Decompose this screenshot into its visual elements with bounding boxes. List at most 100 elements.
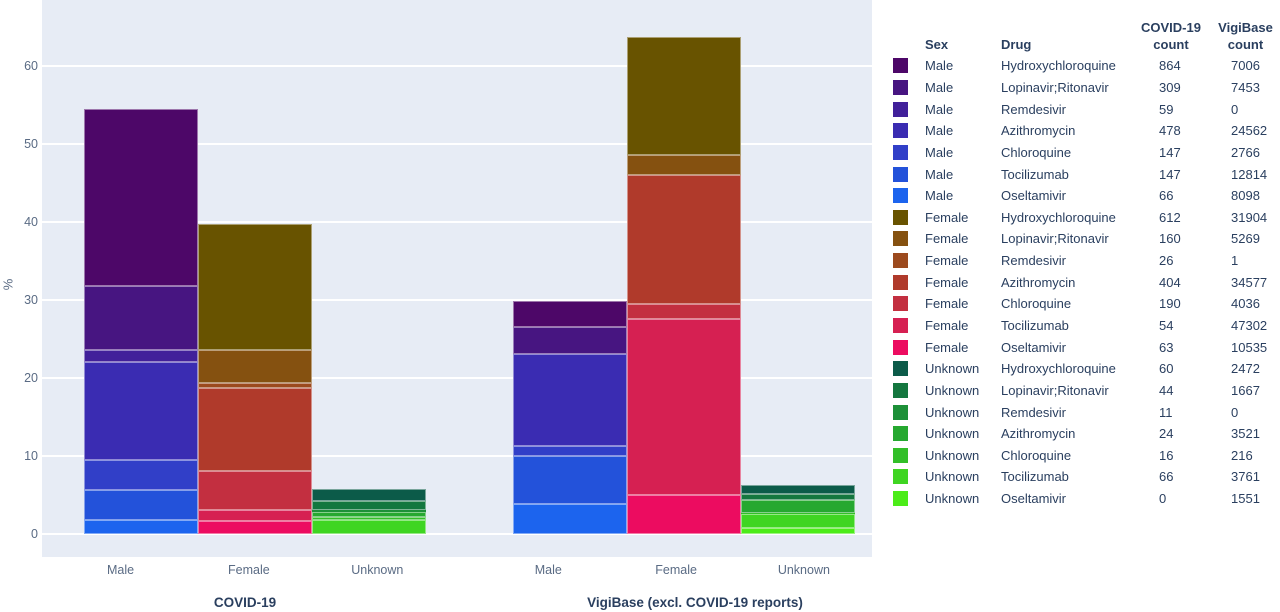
bar-segment-vigibase-unknown-lopinavir-ritonavir[interactable] bbox=[741, 494, 855, 501]
bar-segment-covid-male-chloroquine[interactable] bbox=[84, 460, 198, 491]
bar-segment-vigibase-unknown-tocilizumab[interactable] bbox=[741, 514, 855, 529]
legend-row[interactable]: Male Azithromycin 478 24562 bbox=[893, 120, 1280, 142]
legend-row[interactable]: Male Tocilizumab 147 12814 bbox=[893, 163, 1280, 185]
x-tick-label: Unknown bbox=[777, 563, 830, 577]
bar-segment-covid-male-oseltamivir[interactable] bbox=[84, 520, 198, 534]
legend-covid-count: 160 bbox=[1159, 231, 1181, 247]
legend-swatch-cell bbox=[893, 447, 925, 463]
legend-covid-count: 0 bbox=[1159, 491, 1167, 507]
bar-covid-female[interactable] bbox=[198, 224, 312, 534]
legend-row[interactable]: Female Remdesivir 26 1 bbox=[893, 250, 1280, 272]
legend-row[interactable]: Female Tocilizumab 54 47302 bbox=[893, 315, 1280, 337]
legend-row[interactable]: Female Chloroquine 190 4036 bbox=[893, 293, 1280, 315]
legend-swatch-cell bbox=[893, 123, 925, 139]
legend-header-covid-count: count bbox=[1153, 37, 1189, 52]
bar-segment-covid-female-lopinavir-ritonavir[interactable] bbox=[198, 349, 312, 383]
bar-segment-vigibase-male-lopinavir-ritonavir[interactable] bbox=[513, 326, 627, 355]
zero-line bbox=[42, 533, 872, 535]
bar-vigibase-unknown[interactable] bbox=[741, 484, 855, 534]
legend-row[interactable]: Male Remdesivir 59 0 bbox=[893, 98, 1280, 120]
bar-segment-covid-unknown-remdesivir[interactable] bbox=[312, 510, 426, 513]
bar-segment-vigibase-female-azithromycin[interactable] bbox=[627, 174, 741, 304]
legend-vigibase-count: 34577 bbox=[1231, 274, 1268, 290]
legend-swatch-cell bbox=[893, 491, 925, 507]
legend-vigibase-count: 7453 bbox=[1231, 79, 1260, 95]
legend-covid-count: 11 bbox=[1159, 404, 1173, 420]
legend-covid-count: 147 bbox=[1159, 144, 1181, 160]
bar-segment-covid-female-hydroxychloroquine[interactable] bbox=[198, 224, 312, 350]
bar-segment-vigibase-female-lopinavir-ritonavir[interactable] bbox=[627, 155, 741, 175]
legend-covid-count: 59 bbox=[1159, 101, 1174, 117]
bar-segment-covid-female-oseltamivir[interactable] bbox=[198, 521, 312, 534]
legend-drug-label: Tocilizumab bbox=[1001, 166, 1069, 182]
bar-vigibase-female[interactable] bbox=[627, 36, 741, 534]
bar-segment-covid-female-remdesivir[interactable] bbox=[198, 382, 312, 389]
legend-row[interactable]: Unknown Azithromycin 24 3521 bbox=[893, 423, 1280, 445]
bar-segment-covid-female-chloroquine[interactable] bbox=[198, 471, 312, 510]
bar-segment-vigibase-male-chloroquine[interactable] bbox=[513, 445, 627, 457]
legend-row[interactable]: Unknown Lopinavir;Ritonavir 44 1667 bbox=[893, 380, 1280, 402]
bar-segment-covid-male-tocilizumab[interactable] bbox=[84, 490, 198, 521]
legend-swatch-cell bbox=[893, 144, 925, 160]
legend-drug-label: Tocilizumab bbox=[1001, 318, 1069, 333]
legend-row[interactable]: Unknown Remdesivir 11 0 bbox=[893, 401, 1280, 423]
legend-sex-label: Unknown bbox=[925, 469, 980, 485]
legend-row[interactable]: Female Lopinavir;Ritonavir 160 5269 bbox=[893, 228, 1280, 250]
legend-swatch-cell bbox=[893, 382, 925, 398]
legend-header-sex: Sex bbox=[925, 37, 949, 52]
legend-drug-label: Hydroxychloroquine bbox=[1001, 361, 1116, 377]
legend-sex-label: Unknown bbox=[925, 447, 980, 463]
legend-swatch-cell bbox=[893, 404, 925, 420]
legend-sex-label: Male bbox=[925, 101, 954, 117]
bar-segment-vigibase-male-hydroxychloroquine[interactable] bbox=[513, 300, 627, 327]
bar-covid-male[interactable] bbox=[84, 109, 198, 534]
gridline bbox=[42, 455, 872, 457]
bar-segment-covid-male-remdesivir[interactable] bbox=[84, 349, 198, 362]
bar-segment-covid-unknown-azithromycin[interactable] bbox=[312, 512, 426, 518]
legend-swatch bbox=[893, 209, 908, 225]
legend-header-vigibase: VigiBase bbox=[1218, 20, 1273, 35]
bar-segment-covid-male-lopinavir-ritonavir[interactable] bbox=[84, 286, 198, 350]
bar-segment-vigibase-male-tocilizumab[interactable] bbox=[513, 456, 627, 504]
bar-segment-vigibase-female-chloroquine[interactable] bbox=[627, 303, 741, 319]
legend-drug-label: Chloroquine bbox=[1001, 447, 1072, 463]
legend-covid-count: 66 bbox=[1159, 188, 1174, 204]
legend-vigibase-count: 0 bbox=[1231, 101, 1239, 117]
legend-swatch-cell bbox=[893, 361, 925, 377]
bar-segment-vigibase-unknown-azithromycin[interactable] bbox=[741, 500, 855, 514]
bar-segment-covid-male-hydroxychloroquine[interactable] bbox=[84, 109, 198, 287]
legend-swatch bbox=[893, 491, 908, 507]
bar-segment-covid-female-azithromycin[interactable] bbox=[198, 388, 312, 471]
legend-covid-count: 309 bbox=[1159, 79, 1181, 95]
bar-covid-unknown[interactable] bbox=[312, 488, 426, 534]
bar-segment-vigibase-female-oseltamivir[interactable] bbox=[627, 494, 741, 534]
legend-row[interactable]: Female Oseltamivir 63 10535 bbox=[893, 336, 1280, 358]
bar-segment-vigibase-female-tocilizumab[interactable] bbox=[627, 318, 741, 495]
bar-segment-vigibase-unknown-oseltamivir[interactable] bbox=[741, 528, 855, 534]
bar-segment-covid-unknown-lopinavir-ritonavir[interactable] bbox=[312, 500, 426, 510]
legend-row[interactable]: Male Lopinavir;Ritonavir 309 7453 bbox=[893, 77, 1280, 99]
bar-segment-covid-unknown-tocilizumab[interactable] bbox=[312, 520, 426, 534]
bar-segment-covid-unknown-chloroquine[interactable] bbox=[312, 517, 426, 521]
legend-row[interactable]: Male Chloroquine 147 2766 bbox=[893, 142, 1280, 164]
legend-row[interactable]: Male Hydroxychloroquine 864 7006 bbox=[893, 55, 1280, 77]
legend-row[interactable]: Female Hydroxychloroquine 612 31904 bbox=[893, 206, 1280, 228]
legend-row[interactable]: Unknown Tocilizumab 66 3761 bbox=[893, 466, 1280, 488]
bar-segment-vigibase-unknown-chloroquine[interactable] bbox=[741, 513, 855, 515]
legend-row[interactable]: Unknown Hydroxychloroquine 60 2472 bbox=[893, 358, 1280, 380]
bar-vigibase-male[interactable] bbox=[513, 300, 627, 534]
legend-row[interactable]: Unknown Oseltamivir 0 1551 bbox=[893, 488, 1280, 510]
legend-drug-label: Lopinavir;Ritonavir bbox=[1001, 231, 1109, 247]
legend-row[interactable]: Male Oseltamivir 66 8098 bbox=[893, 185, 1280, 207]
bar-segment-vigibase-male-oseltamivir[interactable] bbox=[513, 503, 627, 534]
bar-segment-vigibase-male-azithromycin[interactable] bbox=[513, 354, 627, 446]
y-tick-label: 50 bbox=[24, 137, 38, 151]
legend-row[interactable]: Unknown Chloroquine 16 216 bbox=[893, 445, 1280, 467]
bar-segment-vigibase-unknown-hydroxychloroquine[interactable] bbox=[741, 484, 855, 495]
bar-segment-covid-female-tocilizumab[interactable] bbox=[198, 510, 312, 522]
bar-segment-covid-male-azithromycin[interactable] bbox=[84, 362, 198, 461]
legend-sex-label: Female bbox=[925, 296, 969, 312]
bar-segment-vigibase-female-hydroxychloroquine[interactable] bbox=[627, 36, 741, 156]
bar-segment-covid-unknown-hydroxychloroquine[interactable] bbox=[312, 488, 426, 501]
legend-row[interactable]: Female Azithromycin 404 34577 bbox=[893, 271, 1280, 293]
